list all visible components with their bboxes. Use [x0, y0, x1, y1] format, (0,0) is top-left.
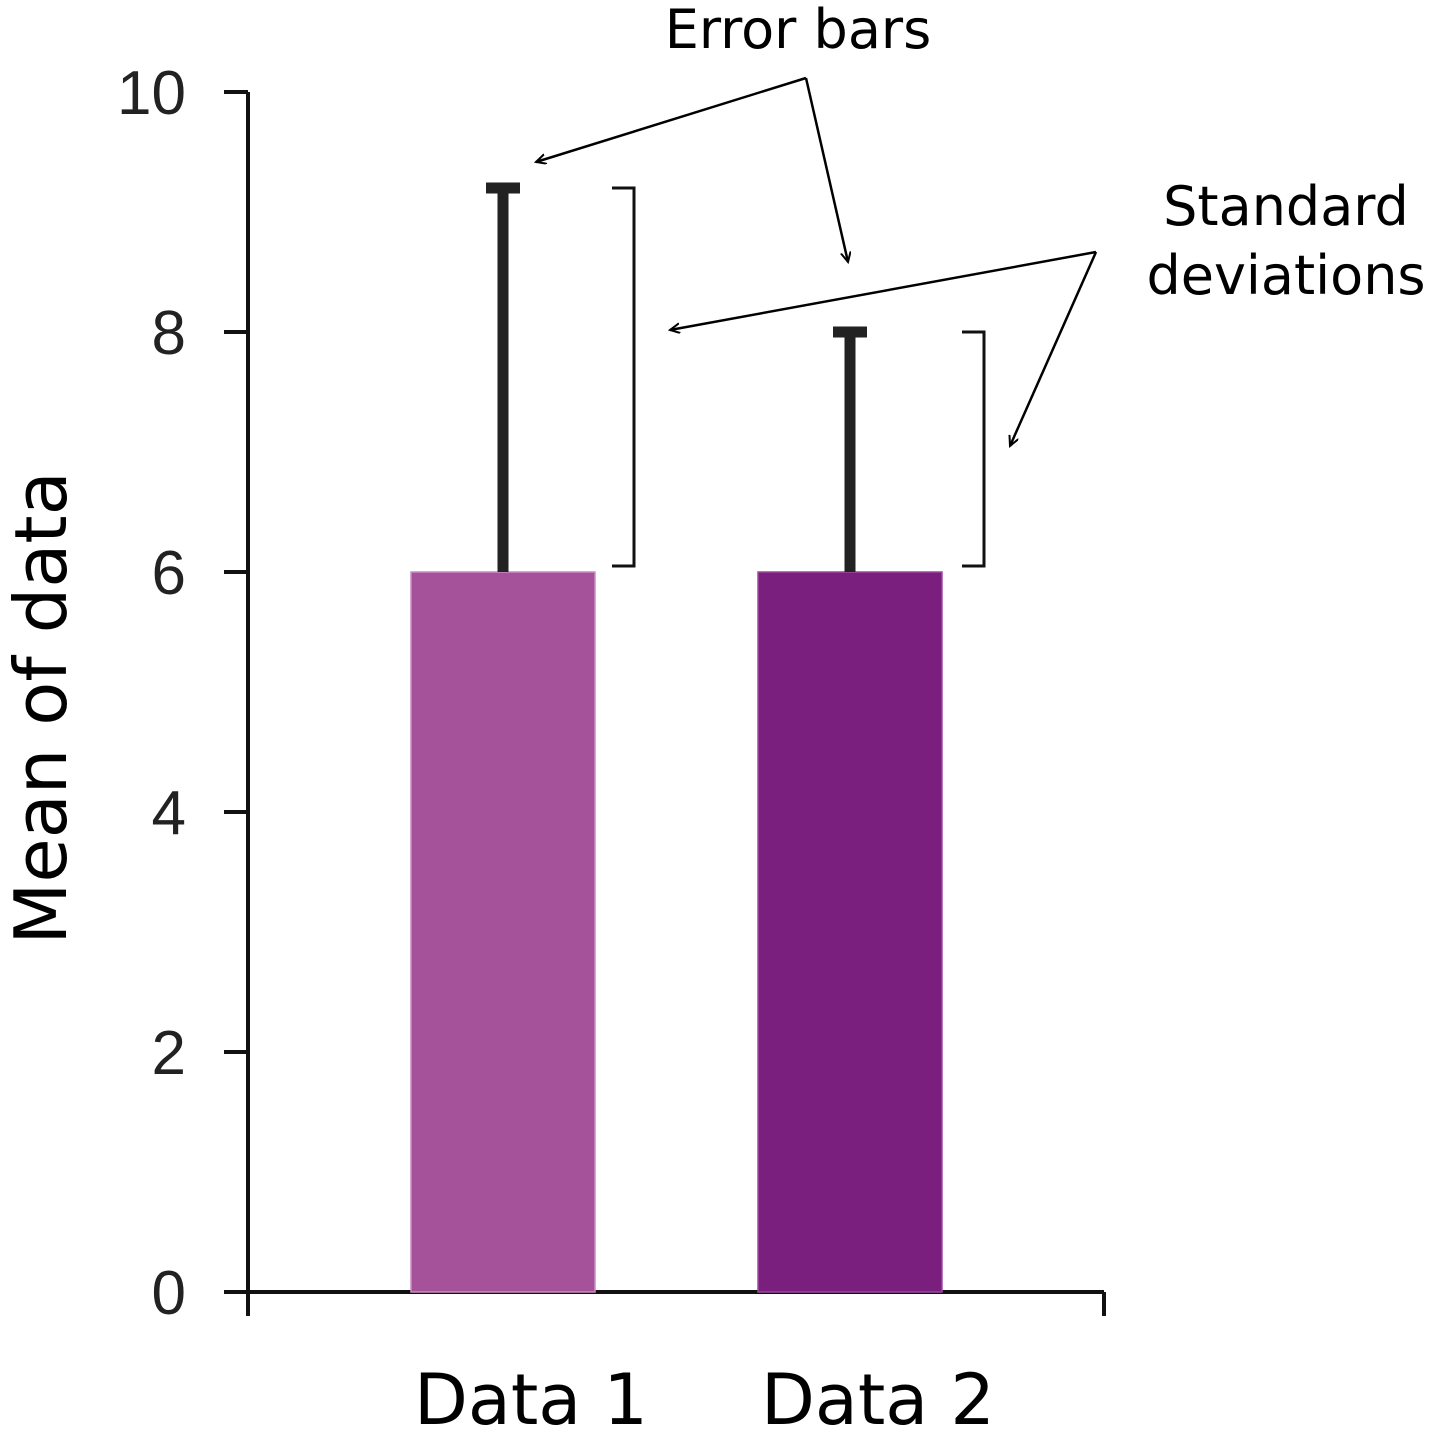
bar-2: [757, 571, 943, 1293]
y-tick-label: 4: [152, 779, 186, 848]
std-dev-bracket-1: [612, 186, 636, 568]
std-dev-arrow-2: [1010, 251, 1098, 446]
y-tick-label: 0: [152, 1259, 186, 1328]
y-axis-title: Mean of data: [0, 471, 83, 945]
y-tick-label: 10: [117, 59, 186, 128]
std-dev-arrow-1: [670, 250, 1097, 330]
category-label: Data 2: [761, 1359, 995, 1441]
error-bars-arrow-1: [536, 76, 807, 162]
bar-1: [410, 571, 596, 1293]
error-bars-arrow-2: [804, 77, 848, 262]
category-label: Data 1: [414, 1359, 648, 1441]
standard-deviations-annotation-line-1: Standard: [1163, 175, 1409, 238]
standard-deviations-annotation-line-2: deviations: [1146, 244, 1425, 307]
error-bars-annotation: Error bars: [665, 0, 932, 61]
y-tick-label: 2: [152, 1019, 186, 1088]
std-dev-bracket-2: [962, 330, 986, 568]
y-tick-label: 6: [152, 539, 186, 608]
y-tick-label: 8: [152, 299, 186, 368]
